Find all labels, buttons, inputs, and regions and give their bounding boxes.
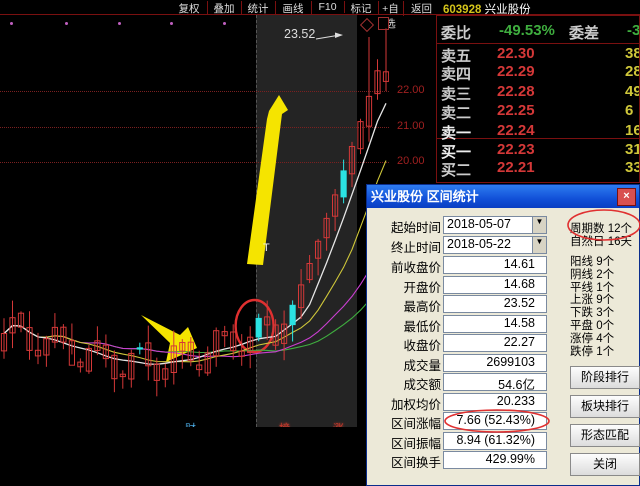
svg-text:T: T: [263, 242, 270, 254]
svg-text:23.52: 23.52: [284, 27, 315, 41]
